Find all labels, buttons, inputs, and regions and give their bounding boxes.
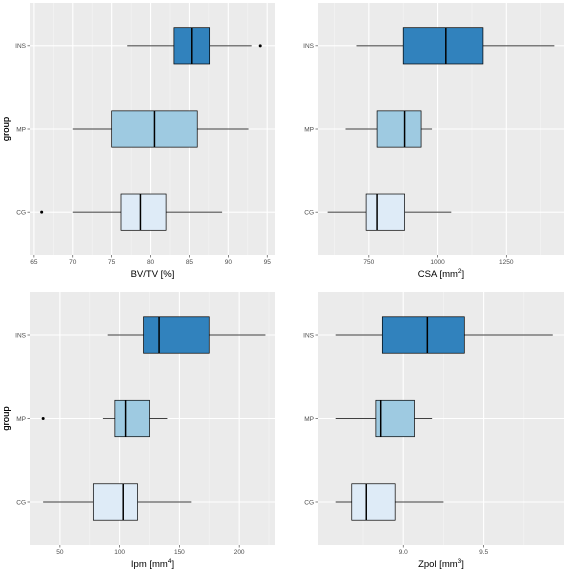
x-tick-label: 65 [30, 259, 38, 266]
box-cg [365, 193, 405, 231]
y-axis-title: group [1, 406, 12, 430]
x-tick-label: 75 [108, 259, 116, 266]
x-tick-label: 9.5 [479, 549, 488, 556]
x-axis-title-suffix: ] [461, 559, 464, 570]
box-ins [402, 27, 484, 65]
box-ins [143, 316, 210, 354]
y-tick-label: MP [16, 126, 26, 133]
x-axis-title-suffix: ] [462, 269, 465, 280]
x-tick-label: 150 [174, 549, 185, 556]
x-tick-label: 1250 [499, 259, 514, 266]
x-axis-title: Zpol [mm3] [418, 558, 464, 570]
y-axis-title: group [1, 406, 12, 430]
y-tick-label: CG [304, 209, 314, 216]
y-tick-label: INS [303, 332, 315, 339]
y-tick-label: MP [16, 416, 26, 423]
box-mp [114, 399, 150, 438]
y-tick-label: INS [15, 332, 27, 339]
y-tick-label: CG [304, 499, 314, 506]
y-axis-title: group [1, 117, 12, 141]
x-tick-label: 750 [363, 259, 374, 266]
y-tick-label: CG [16, 209, 26, 216]
x-tick-label: 70 [69, 259, 77, 266]
x-tick-label: 200 [234, 549, 245, 556]
x-axis-title-main: BV/TV [%] [131, 269, 175, 280]
panel-zpol: 9.0 9.5 INS MP CG Zpol [mm3] group [1, 292, 564, 570]
x-tick-label: 90 [225, 259, 233, 266]
x-axis-title-sup: 4 [168, 558, 172, 565]
y-tick-label: MP [304, 126, 314, 133]
y-tick-label: MP [304, 416, 314, 423]
x-tick-label: 100 [114, 549, 125, 556]
y-tick-label: INS [15, 43, 27, 50]
panel-bvtv: 65 70 75 80 85 90 95 INS MP CG BV/TV [%] group [1, 3, 275, 280]
x-axis-title-suffix: ] [171, 559, 174, 570]
y-tick-label: INS [303, 43, 315, 50]
x-axis-title-main: CSA [mm [418, 269, 458, 280]
x-tick-label: 50 [56, 549, 64, 556]
box-cg [351, 483, 396, 521]
panel-csa: 750 1000 1250 INS MP CG CSA [mm2] group [1, 3, 564, 280]
x-axis-title-main: Ipm [mm [131, 559, 168, 570]
box-ins [381, 316, 465, 354]
x-axis-title-sup: 3 [458, 558, 462, 565]
x-axis-title: Ipm [mm4] [131, 558, 174, 570]
box-mp [375, 399, 415, 438]
x-tick-label: 85 [186, 259, 194, 266]
box-cg [92, 483, 138, 521]
outlier-point [258, 44, 262, 48]
x-tick-label: 95 [264, 259, 272, 266]
x-axis-title: BV/TV [%] [131, 269, 175, 280]
panel-ipm: 50 100 150 200 INS MP CG Ipm [mm4] group [1, 292, 275, 570]
outlier-point [40, 210, 44, 214]
x-tick-label: 1000 [430, 259, 445, 266]
x-tick-label: 9.0 [399, 549, 408, 556]
y-axis-title: group [1, 117, 12, 141]
box-cg [120, 193, 167, 231]
x-axis-title: CSA [mm2] [418, 268, 464, 280]
box-mp [376, 110, 422, 148]
x-axis-title-main: Zpol [mm [418, 559, 458, 570]
outlier-point [41, 417, 45, 420]
x-axis-title-sup: 2 [458, 268, 462, 275]
y-tick-label: CG [16, 499, 26, 506]
x-tick-label: 80 [147, 259, 155, 266]
